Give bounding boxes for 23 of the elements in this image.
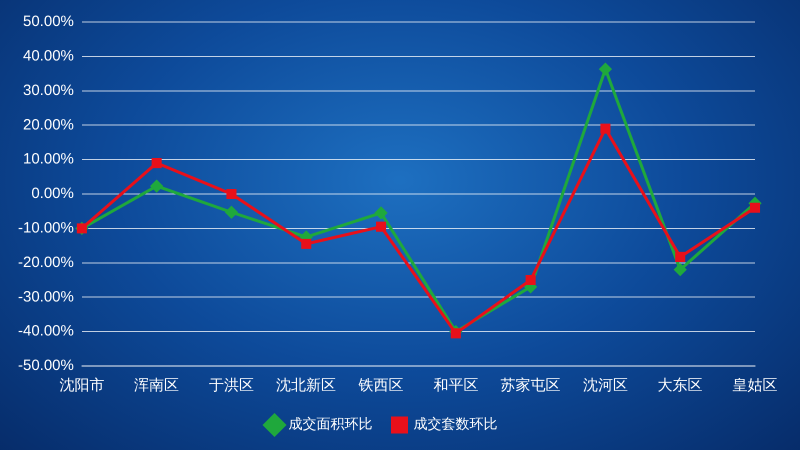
x-tick-label: 沈北新区 [276, 376, 336, 394]
x-tick-label: 大东区 [658, 376, 703, 394]
x-tick-label: 铁西区 [358, 376, 404, 394]
y-tick-label: 50.00% [22, 13, 74, 30]
x-tick-label: 皇姑区 [732, 376, 778, 394]
x-tick-label: 苏家屯区 [500, 376, 561, 394]
y-tick-label: -20.00% [18, 254, 74, 271]
y-tick-label: 40.00% [22, 48, 74, 65]
y-tick-label: -30.00% [18, 288, 74, 306]
y-tick-label: -50.00% [18, 357, 74, 374]
y-tick-label: 10.00% [22, 150, 74, 168]
y-tick-label: 30.00% [22, 82, 74, 99]
y-tick-label: -40.00% [18, 322, 74, 340]
x-tick-label: 浑南区 [134, 376, 180, 394]
legend-label: 成交套数环比 [414, 416, 498, 433]
y-tick-label: -10.00% [18, 220, 74, 237]
x-tick-label: 于洪区 [208, 376, 254, 394]
x-tick-label: 沈河区 [582, 376, 628, 394]
y-tick-label: 20.00% [22, 116, 74, 134]
y-tick-label: 0.00% [31, 185, 74, 202]
x-tick-label: 沈阳市 [59, 376, 104, 394]
legend-label: 成交面积环比 [288, 416, 372, 433]
x-tick-label: 和平区 [433, 376, 478, 394]
